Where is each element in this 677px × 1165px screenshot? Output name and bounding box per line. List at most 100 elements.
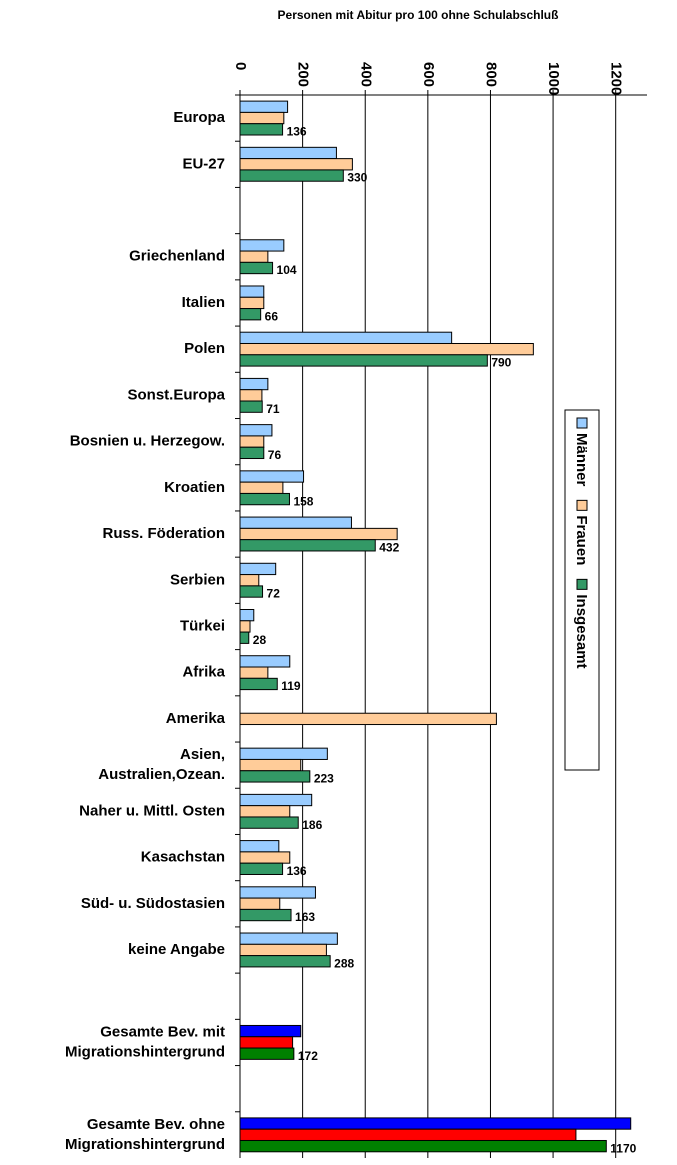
y-tick-label: keine Angabe: [128, 941, 225, 958]
bar: [239, 886, 316, 899]
x-tick-label: 0: [232, 62, 249, 70]
bar: [239, 1047, 295, 1060]
bar: [239, 840, 280, 853]
bar: [239, 389, 263, 402]
bar: [239, 342, 534, 356]
bar: [239, 470, 305, 483]
data-label: 330: [347, 171, 367, 185]
bar: [239, 354, 488, 367]
y-tick-label: Polen: [184, 340, 225, 357]
bar: [239, 400, 263, 413]
bar: [239, 1117, 632, 1130]
y-tick-label: Europa: [173, 109, 225, 126]
data-label: 119: [281, 679, 301, 693]
y-tick-label: Amerika: [166, 710, 226, 727]
bar: [239, 100, 289, 113]
legend-box: [564, 409, 600, 771]
data-label: 1170: [610, 1141, 636, 1155]
y-tick-label: Naher u. Mittl. Osten: [79, 802, 225, 819]
bar: [239, 897, 281, 910]
legend-label: Insgesamt: [573, 594, 590, 668]
bar: [239, 296, 265, 310]
bar: [239, 620, 251, 633]
x-tick-label: 1000: [545, 62, 562, 95]
bar: [239, 932, 338, 945]
data-label: 136: [287, 125, 307, 139]
bar: [239, 943, 327, 957]
bar: [239, 655, 291, 668]
bar: [239, 677, 278, 691]
bar: [239, 435, 265, 448]
y-tick-label: EU-27: [182, 155, 225, 172]
x-tick-label: 600: [420, 62, 437, 87]
bar: [239, 146, 337, 160]
data-label: 136: [287, 864, 307, 878]
bar: [239, 492, 290, 506]
y-tick-label: Kroatien: [164, 479, 225, 496]
bar: [239, 631, 250, 644]
y-tick-label: Serbien: [170, 571, 225, 588]
y-tick-label: Russ. Föderation: [102, 525, 225, 542]
data-label: 76: [268, 448, 282, 462]
data-label: 66: [265, 309, 279, 323]
bar: [239, 527, 398, 541]
bar: [239, 424, 273, 437]
bar: [239, 250, 269, 263]
data-label: 158: [293, 494, 313, 508]
x-tick-label: 200: [295, 62, 312, 87]
bar: [239, 1139, 607, 1153]
x-tick-label: 400: [357, 62, 374, 87]
y-tick-label: Gesamte Bev. ohne Migrationshintergrund: [65, 1116, 225, 1153]
y-tick-label: Türkei: [180, 617, 225, 634]
bar: [239, 666, 269, 679]
x-tick-label: 800: [482, 62, 499, 87]
bar: [239, 955, 331, 968]
bar: [239, 308, 262, 321]
bar: [239, 285, 265, 298]
bar: [239, 158, 353, 171]
data-label: 288: [334, 956, 354, 970]
bar: [239, 793, 313, 807]
y-tick-label: Kasachstan: [141, 849, 225, 866]
y-tick-label: Italien: [182, 294, 225, 311]
bar: [239, 516, 352, 529]
data-label: 432: [379, 540, 399, 554]
legend-label: Männer: [573, 433, 590, 487]
data-label: 28: [253, 633, 267, 647]
bar: [239, 908, 292, 922]
data-label: 172: [298, 1049, 318, 1063]
bar: [239, 261, 274, 275]
bar: [239, 111, 285, 125]
bar: [239, 585, 264, 598]
x-tick-label: 1200: [608, 62, 625, 95]
legend-swatch: [576, 578, 588, 590]
bar: [239, 377, 269, 391]
bar: [239, 574, 260, 587]
y-tick-label: Süd- u. Südostasien: [81, 895, 225, 912]
bar: [239, 446, 265, 460]
legend-label: Frauen: [573, 515, 590, 565]
bar: [239, 239, 285, 252]
bar: [239, 1128, 577, 1141]
legend-swatch: [576, 417, 588, 429]
bar: [239, 712, 497, 726]
bar: [239, 123, 284, 136]
data-label: 163: [295, 910, 315, 924]
data-label: 223: [314, 772, 334, 786]
y-tick-label: Griechenland: [129, 248, 225, 265]
bar: [239, 609, 255, 622]
bar: [239, 539, 376, 552]
y-tick-label: Gesamte Bev. mit Migrationshintergrund: [65, 1023, 225, 1060]
data-label: 72: [267, 587, 281, 601]
bar: [239, 770, 311, 783]
bar: [239, 747, 328, 760]
bar: [239, 816, 299, 829]
data-label: 186: [302, 818, 322, 832]
y-tick-label: Afrika: [182, 664, 225, 681]
data-label: 790: [491, 356, 511, 370]
bar: [239, 1024, 302, 1038]
bar: [239, 862, 284, 875]
y-tick-label: Sonst.Europa: [127, 386, 225, 403]
legend-swatch: [576, 499, 588, 511]
